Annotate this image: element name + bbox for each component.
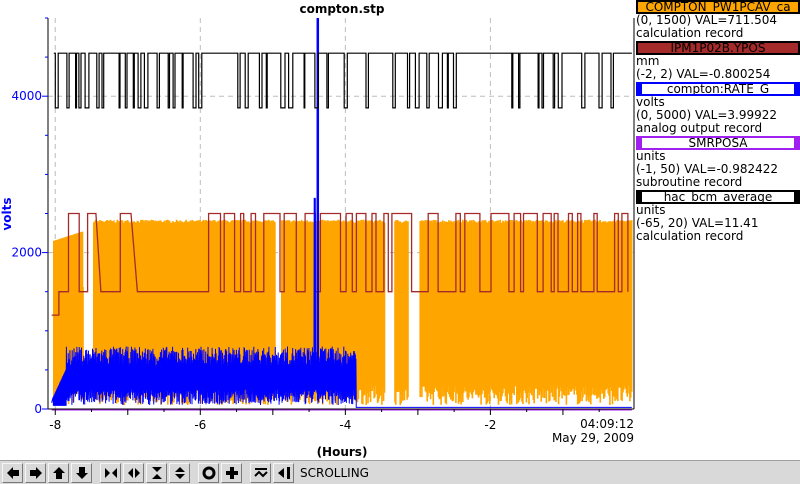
legend-record-type: calculation record bbox=[636, 27, 744, 40]
legend-item-hac-bcm[interactable]: hac_bcm_average units (-65, 20) VAL=11.4… bbox=[636, 190, 800, 243]
x-tick-label: -4 bbox=[339, 418, 351, 432]
arrow-right-icon bbox=[29, 466, 42, 479]
legend-value: VAL=-0.800254 bbox=[676, 68, 771, 81]
zoom-out-x-button[interactable] bbox=[123, 462, 144, 483]
y-tick-label: 4000 bbox=[11, 89, 42, 103]
strip-chart: -8 -6 -4 -2 0 2000 4000 compton.stp volts (Hours)… bbox=[0, 2, 635, 459]
zoom-out-y-button[interactable] bbox=[169, 462, 190, 483]
stack-icon bbox=[253, 467, 268, 477]
series-line-compton-pw1pcav bbox=[53, 219, 633, 406]
zoom-in-y-button[interactable] bbox=[146, 462, 167, 483]
pan-left-button[interactable] bbox=[2, 462, 23, 483]
chart-title: compton.stp bbox=[299, 2, 384, 16]
autoscale-icon bbox=[202, 466, 215, 479]
legend-range: (0, 5000) bbox=[636, 109, 692, 122]
current-date-label: May 29, 2009 bbox=[552, 431, 634, 445]
legend-value: VAL=711.504 bbox=[695, 14, 778, 27]
crosshair-icon bbox=[225, 466, 238, 479]
legend-units: mm bbox=[636, 55, 660, 68]
zoom-out-vertical-icon bbox=[174, 466, 185, 479]
legend-range: (-65, 20) bbox=[636, 217, 688, 230]
y-tick-label: 2000 bbox=[11, 246, 42, 260]
legend-item-compton-rate[interactable]: compton:RATE_G volts (0, 5000) VAL=3.999… bbox=[636, 82, 800, 135]
legend-series-name: hac_bcm_average bbox=[636, 190, 800, 204]
x-tick-label: -6 bbox=[194, 418, 206, 432]
status-text: SCROLLING bbox=[300, 465, 369, 480]
arrow-left-icon bbox=[6, 466, 19, 479]
legend-series-name: SMRPOSA bbox=[636, 136, 800, 150]
legend-range: (0, 1500) bbox=[636, 14, 692, 27]
legend-item-ipm1p02b[interactable]: IPM1P02B.YPOS mm (-2, 2) VAL=-0.800254 bbox=[636, 41, 800, 81]
x-axis-label: (Hours) bbox=[317, 445, 368, 459]
legend: COMPTON_PW1PCAV_ca (0, 1500) VAL=711.504… bbox=[636, 0, 800, 244]
legend-range: (-1, 50) bbox=[636, 163, 681, 176]
arrow-up-icon bbox=[52, 466, 65, 479]
series-line-hac-bcm bbox=[53, 52, 632, 109]
y-axis-label: volts bbox=[0, 197, 14, 230]
zoom-in-horizontal-icon bbox=[104, 467, 117, 478]
pan-up-button[interactable] bbox=[48, 462, 69, 483]
zoom-out-horizontal-icon bbox=[127, 467, 140, 478]
legend-item-compton-pw1pcav[interactable]: COMPTON_PW1PCAV_ca (0, 1500) VAL=711.504… bbox=[636, 0, 800, 40]
legend-item-smrposa[interactable]: SMRPOSA units (-1, 50) VAL=-0.982422 sub… bbox=[636, 136, 800, 189]
series-line-ipm1p02b bbox=[51, 212, 629, 316]
scroll-now-button[interactable] bbox=[273, 462, 294, 483]
legend-units: units bbox=[636, 204, 666, 217]
arrow-down-icon bbox=[75, 466, 88, 479]
legend-value: VAL=3.99922 bbox=[695, 109, 778, 122]
series-line-compton-rate bbox=[51, 197, 632, 408]
legend-series-name: IPM1P02B.YPOS bbox=[636, 41, 800, 55]
legend-series-name: compton:RATE_G bbox=[636, 82, 800, 96]
crosshair-button[interactable] bbox=[221, 462, 242, 483]
pan-down-button[interactable] bbox=[71, 462, 92, 483]
autoscale-button[interactable] bbox=[198, 462, 219, 483]
zoom-in-vertical-icon bbox=[151, 466, 162, 479]
legend-units: volts bbox=[636, 96, 665, 109]
legend-value: VAL=-0.982422 bbox=[684, 163, 779, 176]
x-tick-label: -2 bbox=[484, 418, 496, 432]
legend-units: units bbox=[636, 150, 666, 163]
legend-record-type: subroutine record bbox=[636, 176, 743, 189]
zoom-in-x-button[interactable] bbox=[100, 462, 121, 483]
toolbar: SCROLLING bbox=[0, 460, 800, 484]
stack-button[interactable] bbox=[250, 462, 271, 483]
scroll-to-now-icon bbox=[277, 466, 290, 479]
legend-series-name: COMPTON_PW1PCAV_ca bbox=[636, 0, 800, 14]
legend-record-type: analog output record bbox=[636, 122, 763, 135]
pan-right-button[interactable] bbox=[25, 462, 46, 483]
y-tick-label: 0 bbox=[34, 402, 42, 416]
current-time-label: 04:09:12 bbox=[580, 417, 634, 431]
legend-value: VAL=11.41 bbox=[691, 217, 759, 230]
x-tick-label: -8 bbox=[49, 418, 61, 432]
legend-record-type: calculation record bbox=[636, 230, 744, 243]
legend-range: (-2, 2) bbox=[636, 68, 673, 81]
